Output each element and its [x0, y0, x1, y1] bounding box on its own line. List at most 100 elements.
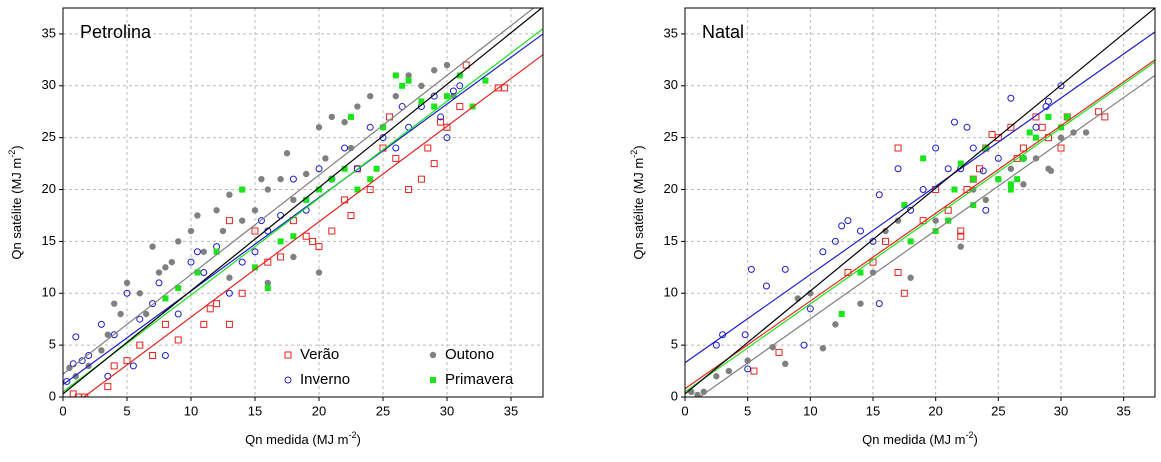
point — [322, 155, 329, 162]
point — [252, 264, 258, 271]
point — [405, 77, 412, 84]
point — [856, 227, 864, 235]
y-tick-label: 20 — [664, 181, 678, 196]
point — [1014, 176, 1021, 183]
point — [782, 360, 789, 368]
point — [744, 365, 752, 373]
point — [430, 92, 438, 100]
x-tick-label: 10 — [803, 403, 817, 418]
point — [994, 154, 1002, 162]
point — [443, 123, 451, 131]
point — [78, 357, 86, 365]
point — [175, 238, 182, 245]
label-text: Qn medida (MJ m — [245, 432, 348, 447]
point — [1057, 82, 1065, 90]
point — [1045, 113, 1052, 120]
point — [366, 123, 374, 131]
point — [1026, 129, 1033, 136]
point — [136, 315, 144, 323]
point — [694, 391, 701, 397]
point — [110, 362, 118, 370]
plot-frame — [684, 7, 1156, 398]
point — [431, 103, 438, 110]
point — [1057, 134, 1065, 141]
fit-line — [685, 8, 1155, 395]
point — [238, 258, 246, 266]
point — [900, 289, 908, 297]
point — [1007, 165, 1015, 172]
point — [328, 176, 335, 183]
point — [302, 232, 310, 240]
point — [104, 383, 112, 391]
point — [894, 217, 902, 224]
point — [982, 196, 989, 204]
point — [418, 98, 425, 105]
point — [174, 336, 182, 344]
point — [309, 237, 317, 245]
point — [367, 92, 374, 100]
point — [277, 175, 284, 183]
point — [348, 113, 354, 120]
point — [117, 310, 124, 318]
point — [85, 352, 93, 360]
point — [264, 279, 271, 287]
point — [875, 300, 883, 308]
point — [290, 233, 297, 240]
point — [123, 289, 131, 297]
point — [482, 77, 489, 84]
point — [1064, 113, 1071, 120]
x-tick-label: 25 — [376, 403, 390, 418]
point — [97, 320, 105, 328]
point — [123, 357, 131, 365]
point — [225, 320, 233, 328]
point — [315, 165, 323, 173]
point — [1032, 113, 1040, 121]
point — [251, 248, 259, 256]
point — [838, 222, 846, 230]
point — [449, 87, 457, 95]
y-tick-label: 35 — [664, 25, 678, 40]
y-tick-label: 30 — [664, 77, 678, 92]
y-tick-label: 30 — [42, 77, 56, 92]
point — [882, 237, 890, 245]
point — [1019, 144, 1027, 152]
point — [831, 237, 839, 245]
point — [194, 212, 201, 219]
y-tick-label: 15 — [42, 233, 56, 248]
point — [894, 269, 902, 277]
point — [444, 93, 450, 100]
point — [982, 206, 990, 214]
point — [970, 202, 977, 209]
y-label: Qn satélite (MJ m-2) — [7, 145, 24, 259]
point — [945, 217, 952, 224]
chart-title: Petrolina — [80, 22, 152, 42]
point — [303, 170, 310, 178]
point — [819, 248, 827, 256]
legend-label: Outono — [445, 346, 494, 363]
label-end: ) — [973, 432, 977, 447]
point — [98, 347, 105, 354]
y-tick-label: 15 — [664, 233, 678, 248]
point — [149, 352, 157, 360]
point — [289, 175, 297, 183]
point — [957, 243, 964, 250]
label-text: Qn satélite (MJ m — [9, 158, 24, 260]
fit-line — [698, 74, 1155, 397]
point — [315, 243, 323, 251]
point — [143, 310, 150, 318]
point — [258, 175, 265, 183]
point — [920, 155, 927, 162]
point — [762, 282, 770, 290]
point — [149, 300, 157, 308]
y-tick-label: 20 — [42, 181, 56, 196]
point — [155, 269, 163, 276]
label-sup: -2 — [629, 150, 639, 158]
point — [995, 176, 1002, 183]
legend-marker — [430, 377, 436, 383]
point — [1032, 134, 1039, 141]
point — [976, 165, 984, 173]
label-text: Qn medida (MJ m — [862, 432, 965, 447]
point — [907, 238, 914, 245]
point — [882, 227, 889, 235]
point — [901, 202, 908, 209]
